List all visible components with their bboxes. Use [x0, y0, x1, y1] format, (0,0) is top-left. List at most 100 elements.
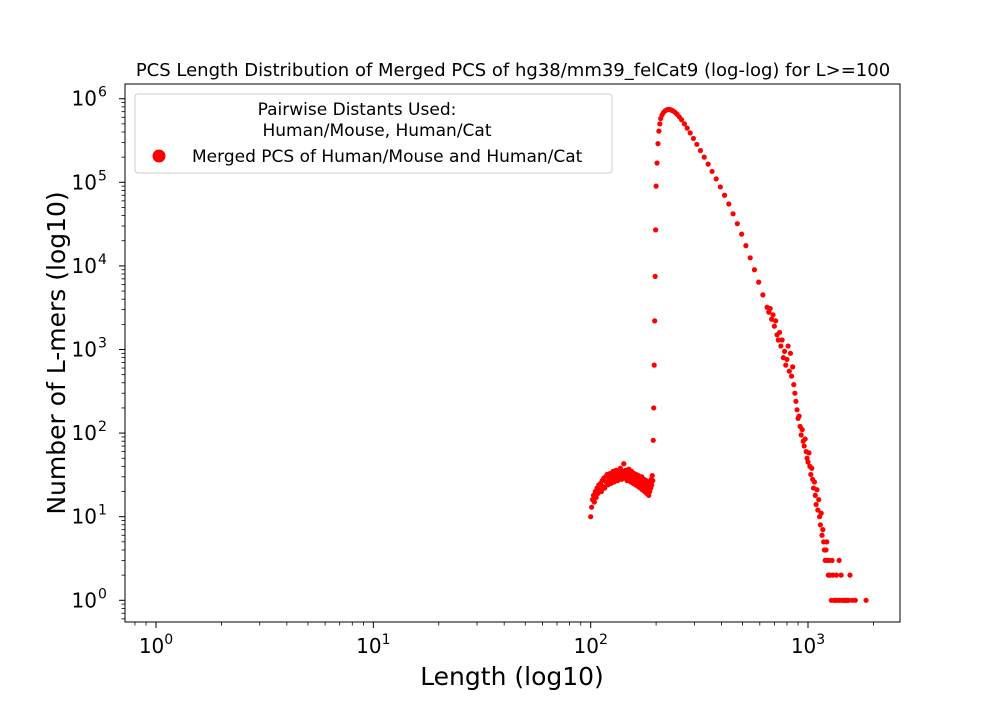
y-tick-exponent: 1 — [98, 503, 107, 519]
y-tick-label: 10 — [72, 170, 97, 194]
data-point — [681, 121, 688, 127]
data-point — [701, 154, 707, 160]
data-point — [654, 160, 660, 166]
y-tick-exponent: 3 — [98, 336, 107, 352]
data-point — [852, 597, 858, 603]
data-point — [652, 318, 658, 324]
chart-title: PCS Length Distribution of Merged PCS of… — [136, 60, 890, 81]
data-point — [621, 461, 627, 467]
y-axis-label: Number of L-mers (log10) — [42, 191, 71, 514]
data-point — [799, 427, 805, 433]
x-tick-label: 102 — [573, 632, 607, 658]
data-point — [836, 557, 842, 564]
data-point — [784, 356, 790, 363]
data-point — [687, 130, 693, 136]
data-point — [705, 161, 711, 167]
data-point — [653, 227, 659, 233]
data-point — [756, 279, 762, 285]
y-tick-label: 10 — [72, 505, 97, 529]
data-point — [790, 364, 796, 370]
data-point — [796, 413, 802, 419]
data-point — [824, 539, 830, 545]
y-tick-exponent: 0 — [98, 586, 107, 602]
data-point — [747, 255, 753, 261]
data-point — [791, 382, 797, 388]
data-point — [786, 368, 792, 374]
data-point — [830, 572, 836, 578]
data-point — [649, 473, 655, 479]
data-point — [781, 348, 788, 354]
legend-entry-label: Merged PCS of Human/Mouse and Human/Cat — [192, 147, 583, 167]
data-point — [778, 343, 784, 349]
data-point — [751, 267, 758, 273]
data-point — [805, 459, 811, 465]
data-point — [652, 273, 658, 279]
data-point — [785, 343, 791, 349]
x-axis: 100 101 102 103 — [134, 622, 874, 658]
data-point — [802, 436, 808, 442]
legend-box — [134, 93, 613, 174]
data-point — [808, 471, 814, 478]
data-point — [838, 572, 844, 578]
data-point — [709, 168, 715, 175]
data-point — [602, 485, 608, 491]
data-point — [697, 147, 704, 154]
data-point — [593, 494, 599, 501]
data-point — [812, 492, 818, 498]
data-point — [809, 465, 815, 471]
data-point — [694, 141, 700, 147]
y-tick-exponent: 5 — [98, 168, 107, 184]
data-point — [760, 292, 766, 298]
data-point — [690, 135, 697, 142]
data-point — [684, 125, 690, 131]
data-point — [806, 450, 812, 456]
data-point — [656, 128, 662, 134]
data-point — [847, 572, 853, 578]
data-point — [823, 547, 829, 553]
data-point — [653, 183, 659, 189]
x-tick-label: 103 — [791, 632, 825, 658]
data-point — [798, 432, 804, 438]
data-point — [743, 243, 749, 249]
data-point — [817, 522, 823, 528]
data-point — [793, 398, 799, 404]
y-tick-exponent: 4 — [98, 252, 107, 268]
data-point — [657, 121, 663, 127]
data-point — [829, 557, 835, 564]
data-point — [734, 221, 740, 227]
legend-title-line2: Human/Mouse, Human/Cat — [263, 121, 492, 141]
data-point — [650, 437, 656, 443]
data-point — [767, 305, 773, 312]
data-point — [775, 337, 781, 343]
data-point — [863, 597, 869, 603]
data-point — [776, 329, 783, 336]
data-point — [779, 337, 785, 343]
data-point — [769, 316, 775, 322]
y-tick-exponent: 6 — [98, 85, 107, 101]
data-point — [650, 478, 656, 484]
data-point — [792, 390, 798, 396]
data-point — [794, 407, 800, 413]
y-tick-label: 10 — [72, 87, 97, 111]
y-tick-label: 10 — [72, 254, 97, 278]
data-point — [813, 501, 819, 508]
data-point — [678, 117, 685, 123]
legend: Pairwise Distants Used: Human/Mouse, Hum… — [134, 93, 613, 174]
data-point — [713, 176, 719, 182]
data-point — [598, 488, 604, 495]
data-point — [651, 405, 657, 411]
data-point — [820, 527, 826, 533]
data-point — [771, 323, 777, 329]
points-layer — [588, 106, 869, 603]
data-point — [783, 362, 789, 368]
data-point — [814, 487, 820, 493]
y-tick-label: 10 — [72, 421, 97, 445]
data-point — [801, 443, 807, 449]
x-tick-label: 101 — [356, 632, 390, 658]
legend-marker — [152, 149, 166, 163]
y-tick-label: 10 — [72, 588, 97, 612]
data-point — [773, 318, 779, 324]
